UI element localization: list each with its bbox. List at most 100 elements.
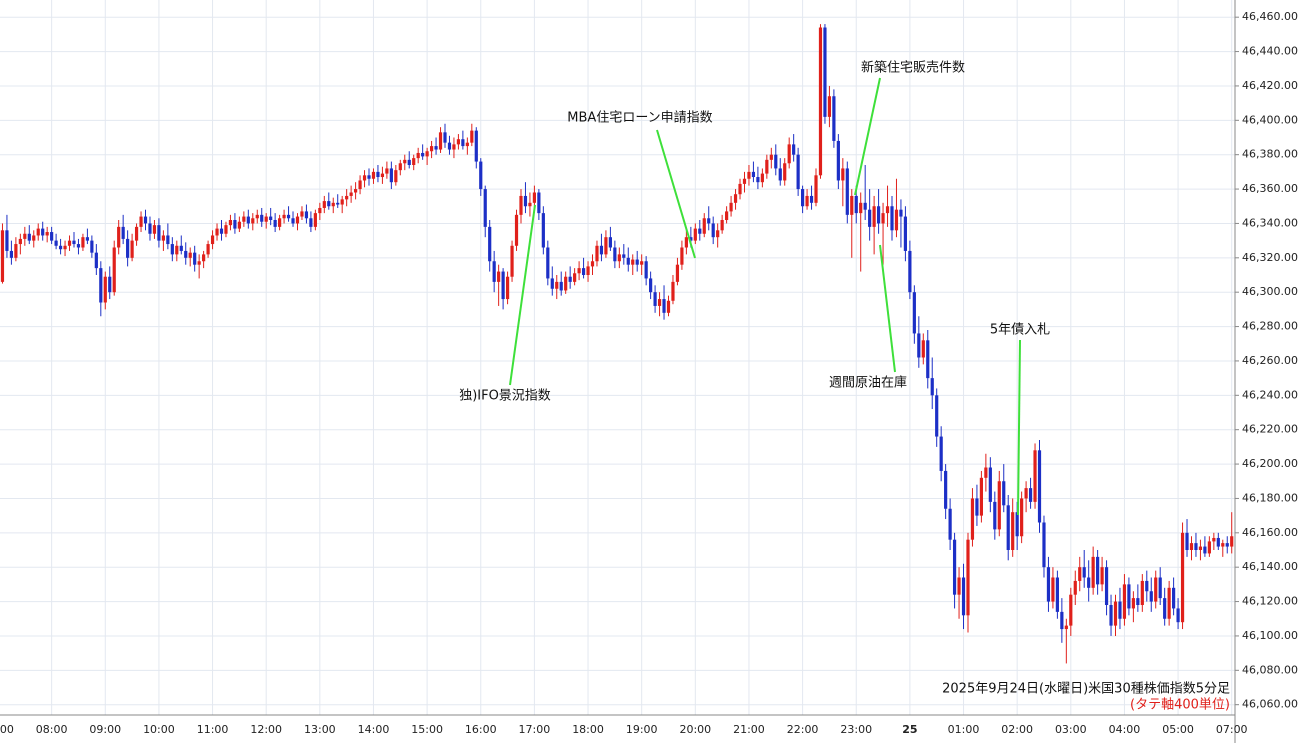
candle-body xyxy=(917,333,921,358)
candle-body xyxy=(389,168,393,183)
y-tick-label: 46,160.00 xyxy=(1242,526,1298,539)
candle-body xyxy=(465,142,469,147)
candle-body xyxy=(689,237,693,241)
candle-body xyxy=(801,189,805,207)
candle-body xyxy=(899,209,903,217)
y-tick-label: 46,240.00 xyxy=(1242,388,1298,401)
candle-body xyxy=(407,159,411,165)
candle-body xyxy=(1087,577,1091,588)
annotation-line xyxy=(854,77,881,196)
candle-body xyxy=(81,237,85,248)
candle-body xyxy=(76,244,81,248)
candle-body xyxy=(295,216,300,224)
candle-body xyxy=(470,130,474,143)
candle-body xyxy=(251,218,255,224)
x-tick-label: 17:00 xyxy=(519,723,551,736)
candle-body xyxy=(246,216,250,224)
y-tick-label: 46,300.00 xyxy=(1242,285,1298,298)
footnote: 2025年9月24日(水曜日)米国30種株価指数5分足 xyxy=(942,681,1230,697)
candle-body xyxy=(421,152,425,157)
candle-body xyxy=(309,218,313,227)
candle-body xyxy=(1136,598,1140,605)
candle-body xyxy=(14,244,18,258)
candle-body xyxy=(179,245,183,251)
candle-body xyxy=(385,168,389,174)
candle-body xyxy=(876,206,881,224)
x-tick-label: 12:00 xyxy=(250,723,282,736)
x-tick-label: 03:00 xyxy=(1055,723,1087,736)
candle-body xyxy=(1078,567,1082,581)
y-tick-label: 46,440.00 xyxy=(1242,45,1298,58)
candle-body xyxy=(1033,450,1037,502)
candle-body xyxy=(1131,598,1135,609)
candle-body xyxy=(1176,608,1180,623)
candle-body xyxy=(528,202,532,207)
x-tick-label: 18:00 xyxy=(572,723,604,736)
candle-body xyxy=(769,154,773,160)
candle-body xyxy=(206,244,210,255)
candle-body xyxy=(72,240,76,245)
candle-body xyxy=(751,171,756,178)
x-tick-label: 14:00 xyxy=(358,723,390,736)
candle-body xyxy=(130,240,134,258)
candle-body xyxy=(349,192,353,196)
candle-body xyxy=(242,216,246,222)
candle-body xyxy=(640,261,644,265)
candle-body xyxy=(237,221,241,229)
candle-body xyxy=(1189,543,1194,550)
candle-body xyxy=(778,168,782,181)
y-tick-label: 46,260.00 xyxy=(1242,354,1298,367)
candle-body xyxy=(1091,556,1095,588)
candle-body xyxy=(157,225,161,241)
candle-body xyxy=(984,467,988,478)
candle-body xyxy=(796,154,800,190)
candle-body xyxy=(452,144,456,150)
candle-body xyxy=(166,235,170,245)
candle-body xyxy=(23,233,27,239)
candle-body xyxy=(541,213,545,248)
x-tick-label: 05:00 xyxy=(1162,723,1194,736)
candle-body xyxy=(1015,512,1019,537)
candle-body xyxy=(143,216,148,224)
candle-body xyxy=(836,140,840,181)
candle-body xyxy=(1207,541,1211,554)
candle-body xyxy=(649,278,653,293)
candle-body xyxy=(1028,488,1033,502)
candle-body xyxy=(264,216,268,222)
candle-body xyxy=(447,142,452,150)
candle-body xyxy=(644,261,648,279)
annotation: MBA住宅ローン申請指数 xyxy=(567,111,712,126)
candle-body xyxy=(492,261,496,282)
candle-body xyxy=(282,214,286,219)
candle-body xyxy=(738,183,742,195)
candle-body xyxy=(286,214,291,219)
candle-body xyxy=(461,139,465,147)
candle-body xyxy=(1069,594,1073,626)
candle-body xyxy=(224,225,228,234)
x-tick-label: 01:00 xyxy=(948,723,980,736)
candle-body xyxy=(760,173,764,183)
candle-body xyxy=(966,539,970,616)
candle-body xyxy=(577,268,581,274)
candle-body xyxy=(371,171,376,179)
candle-body xyxy=(336,202,340,205)
candle-body xyxy=(474,130,478,162)
candle-body xyxy=(711,223,715,238)
candle-body xyxy=(412,158,416,165)
candle-body xyxy=(666,300,671,313)
candle-body xyxy=(300,211,304,217)
candle-body xyxy=(868,209,872,227)
candle-body xyxy=(693,228,697,241)
x-tick-label: 04:00 xyxy=(1109,723,1141,736)
candle-body xyxy=(1212,537,1216,542)
candle-body xyxy=(0,230,5,282)
y-tick-label: 46,400.00 xyxy=(1242,113,1298,126)
y-tick-label: 46,460.00 xyxy=(1242,10,1298,23)
x-tick-label: 13:00 xyxy=(304,723,336,736)
candle-body xyxy=(912,292,916,334)
candle-body xyxy=(1158,577,1162,599)
candle-body xyxy=(260,214,264,222)
x-tick-label: 10:00 xyxy=(143,723,175,736)
candle-body xyxy=(1024,488,1028,499)
